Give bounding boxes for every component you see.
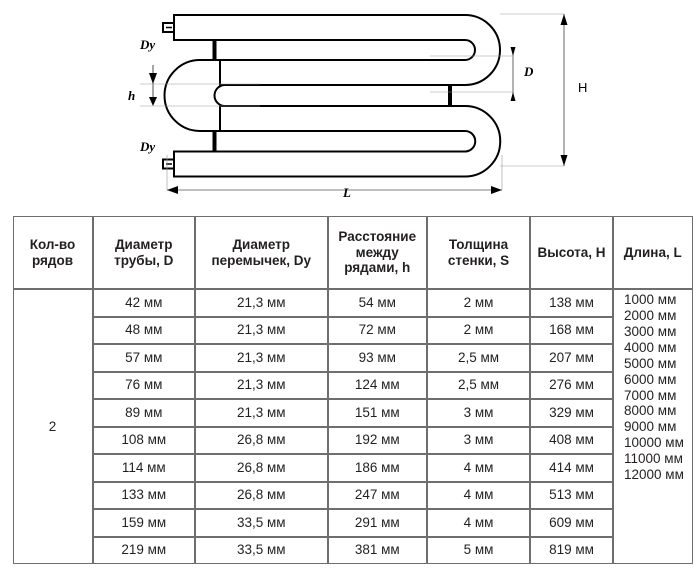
svg-text:Dy: Dy <box>139 139 155 154</box>
svg-text:H: H <box>578 80 587 95</box>
svg-text:L: L <box>342 185 351 200</box>
svg-text:D: D <box>523 64 534 79</box>
svg-text:Dy: Dy <box>139 37 155 52</box>
svg-text:h: h <box>128 88 135 103</box>
